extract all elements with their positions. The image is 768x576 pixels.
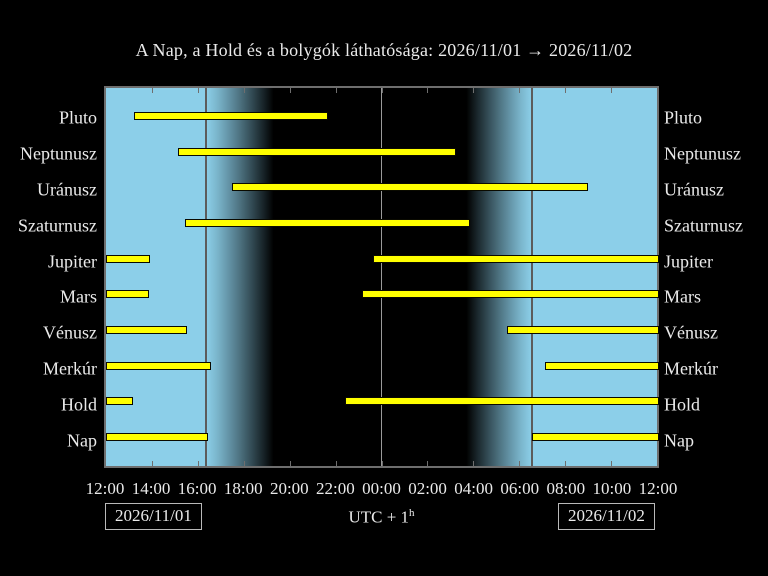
- visibility-bar-mars: [106, 290, 150, 299]
- visibility-bar-pluto: [133, 112, 329, 120]
- x-tick-label: 12:00: [85, 479, 125, 498]
- axis-tick: [381, 461, 383, 466]
- axis-tick: [611, 461, 613, 466]
- axis-tick: [151, 88, 153, 93]
- visibility-bar-uránusz: [232, 183, 588, 192]
- x-tick-label: 00:00: [362, 479, 401, 498]
- axis-tick: [335, 461, 337, 466]
- sunset-line: [205, 88, 208, 466]
- start-date-box: 2026/11/01: [105, 503, 202, 530]
- row-label-jupiter-right: Jupiter: [664, 251, 713, 272]
- row-label-mars-left: Mars: [60, 286, 97, 307]
- row-label-vénusz-left: Vénusz: [43, 322, 97, 343]
- visibility-bar-jupiter: [106, 254, 151, 263]
- x-tick-label: 02:00: [408, 479, 447, 498]
- y-axis-labels-right: Pluto Neptunusz Uránusz Szaturnusz Jupiter Ma…: [664, 88, 768, 468]
- row-label-merkúr-right: Merkúr: [664, 358, 718, 379]
- axis-tick: [565, 88, 567, 93]
- x-tick-label: 08:00: [546, 479, 586, 498]
- visibility-bar-hold: [344, 397, 659, 406]
- row-label-szaturnusz-right: Szaturnusz: [664, 215, 743, 236]
- row-label-hold-left: Hold: [61, 394, 97, 415]
- axis-tick: [427, 88, 429, 93]
- visibility-bar-nap: [106, 433, 208, 441]
- visibility-bar-szaturnusz: [185, 219, 470, 227]
- visibility-bar-hold: [106, 397, 134, 406]
- axis-tick: [335, 88, 337, 93]
- visibility-bar-mars: [361, 290, 659, 299]
- x-tick-label: 06:00: [500, 479, 540, 498]
- axis-tick: [197, 461, 199, 466]
- x-tick-label: 18:00: [223, 479, 263, 498]
- axis-tick: [611, 88, 613, 93]
- visibility-bar-vénusz: [106, 326, 188, 334]
- visibility-bar-merkúr: [544, 361, 659, 370]
- axis-tick: [243, 461, 245, 466]
- row-label-neptunusz-right: Neptunusz: [664, 143, 741, 164]
- row-label-szaturnusz-left: Szaturnusz: [18, 215, 97, 236]
- axis-tick: [243, 88, 245, 93]
- sunrise-line: [530, 88, 533, 466]
- midnight-line: [381, 88, 382, 466]
- row-label-uránusz-right: Uránusz: [664, 179, 724, 200]
- row-label-vénusz-right: Vénusz: [664, 322, 718, 343]
- visibility-bar-nap: [531, 433, 659, 441]
- axis-tick: [381, 88, 383, 93]
- y-axis-labels-left: Pluto Neptunusz Uránusz Szaturnusz Jupiter Ma…: [0, 88, 97, 468]
- axis-tick: [289, 461, 291, 466]
- row-label-uránusz-left: Uránusz: [37, 179, 97, 200]
- visibility-bar-neptunusz: [178, 147, 456, 156]
- end-date-box: 2026/11/02: [558, 503, 655, 530]
- x-axis-labels: 12:00 14:00 16:00 18:00 20:00 22:00 00:00 02:00…: [86, 479, 678, 501]
- visibility-bar-jupiter: [373, 254, 659, 263]
- axis-tick: [565, 461, 567, 466]
- x-tick-label: 12:00: [638, 479, 678, 498]
- axis-tick: [519, 88, 521, 93]
- row-label-neptunusz-left: Neptunusz: [20, 143, 97, 164]
- row-label-merkúr-left: Merkúr: [43, 358, 97, 379]
- chart-title: A Nap, a Hold és a bolygók láthatósága: …: [135, 40, 633, 60]
- visibility-bar-merkúr: [106, 361, 212, 370]
- row-label-nap-right: Nap: [664, 430, 694, 451]
- x-tick-label: 14:00: [131, 479, 171, 498]
- axis-tick: [427, 461, 429, 466]
- timezone-label: UTC + 1h: [348, 507, 415, 527]
- axis-tick: [289, 88, 291, 93]
- x-tick-label: 10:00: [592, 479, 632, 498]
- visibility-bar-vénusz: [506, 326, 659, 334]
- row-label-nap-left: Nap: [67, 430, 97, 451]
- axis-tick: [151, 461, 153, 466]
- axis-tick: [473, 88, 475, 93]
- plot-background: [106, 88, 659, 466]
- plot-area: [104, 86, 659, 468]
- axis-tick: [197, 88, 199, 93]
- x-tick-label: 04:00: [454, 479, 494, 498]
- x-tick-label: 20:00: [269, 479, 309, 498]
- row-label-hold-right: Hold: [664, 394, 700, 415]
- row-label-pluto-left: Pluto: [58, 107, 97, 128]
- x-tick-label: 22:00: [316, 479, 355, 498]
- x-tick-label: 16:00: [177, 479, 217, 498]
- axis-tick: [519, 461, 521, 466]
- axis-tick: [473, 461, 475, 466]
- row-label-mars-right: Mars: [664, 286, 701, 307]
- row-label-jupiter-left: Jupiter: [48, 251, 97, 272]
- row-label-pluto-right: Pluto: [664, 107, 703, 128]
